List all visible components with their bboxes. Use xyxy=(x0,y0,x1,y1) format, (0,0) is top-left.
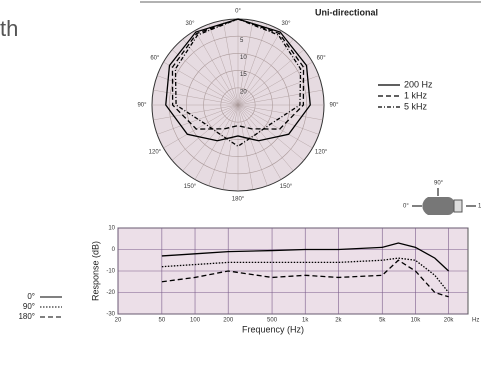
x-tick-label: 100 xyxy=(190,318,201,324)
mic-body xyxy=(422,197,454,215)
polar-curve xyxy=(174,18,302,148)
radial-line xyxy=(237,104,294,172)
ring-label: 5 xyxy=(240,38,244,44)
x-axis-label: Frequency (Hz) xyxy=(242,324,304,334)
rear-label: 1 xyxy=(478,204,481,210)
angle-label: 120° xyxy=(315,150,328,156)
legend-label: 180° xyxy=(18,312,35,321)
angle-label: 180° xyxy=(232,197,245,203)
heading-fragment: th xyxy=(0,16,18,41)
radial-line xyxy=(237,20,254,106)
radial-line xyxy=(237,104,323,121)
radial-line xyxy=(153,104,239,121)
x-tick-label: 10k xyxy=(411,318,422,324)
ring xyxy=(186,53,290,157)
radial-line xyxy=(171,104,239,161)
radial-line xyxy=(237,24,268,106)
mic-diagram: 0° 90° 1 xyxy=(403,181,481,215)
angle-label: 150° xyxy=(280,184,293,190)
radial-line xyxy=(208,24,239,106)
angle-label: 150° xyxy=(184,184,197,190)
radial-line xyxy=(237,104,282,180)
response-curve xyxy=(161,257,450,293)
x-tick-label: 500 xyxy=(267,318,278,324)
mic-tail xyxy=(453,199,463,213)
radial-line xyxy=(194,30,239,106)
radial-line xyxy=(182,38,239,106)
radial-line xyxy=(237,30,282,106)
angle-label: 120° xyxy=(149,150,162,156)
ring-label: 10 xyxy=(240,55,247,61)
radial-line xyxy=(182,104,239,172)
legend-label: 0° xyxy=(27,292,35,301)
angle-label: 0° xyxy=(235,9,241,15)
ring xyxy=(168,35,308,175)
angle-label: 90° xyxy=(137,103,147,109)
radial-line xyxy=(157,104,239,135)
radial-line xyxy=(237,49,305,106)
x-tick-label: 20 xyxy=(115,318,122,324)
ring-label: 20 xyxy=(240,89,247,95)
radial-line xyxy=(237,104,268,186)
legend-label: 90° xyxy=(23,302,35,311)
x-tick-label: 5k xyxy=(379,318,386,324)
radial-line xyxy=(208,104,239,186)
polar-title: Uni-directional xyxy=(315,7,378,17)
y-tick-label: 0 xyxy=(112,247,116,253)
legend-label: 200 Hz xyxy=(404,79,433,89)
radial-line xyxy=(237,75,319,106)
angle-label: 60° xyxy=(317,56,327,62)
radial-line xyxy=(157,75,239,106)
x-unit-label: Hz xyxy=(472,318,479,324)
legend-label: 5 kHz xyxy=(404,101,428,111)
side-label: 90° xyxy=(434,181,444,187)
ring-label: 15 xyxy=(240,72,247,78)
y-tick-label: -20 xyxy=(106,290,115,296)
radial-line xyxy=(163,104,239,149)
ring xyxy=(203,70,273,140)
angle-label: 30° xyxy=(185,21,195,27)
angle-label: 60° xyxy=(150,56,160,62)
radial-line xyxy=(194,104,239,180)
x-tick-label: 2k xyxy=(335,318,342,324)
radial-line xyxy=(222,20,239,106)
polar-curve xyxy=(165,18,311,142)
radial-line xyxy=(237,38,294,106)
polar-curve xyxy=(171,18,305,130)
angle-label: 90° xyxy=(329,103,339,109)
radial-line xyxy=(171,49,239,106)
y-tick-label: 10 xyxy=(108,226,115,232)
angle-label: 30° xyxy=(281,21,291,27)
y-tick-label: -10 xyxy=(106,269,115,275)
x-tick-label: 20k xyxy=(444,318,455,324)
y-tick-label: -30 xyxy=(106,312,115,318)
y-axis-label: Response (dB) xyxy=(90,241,100,301)
legend-label: 1 kHz xyxy=(404,90,428,100)
response-curve xyxy=(161,242,450,272)
radial-line xyxy=(163,61,239,106)
ring xyxy=(220,87,256,123)
response-curve xyxy=(161,259,449,298)
radial-line xyxy=(237,104,313,149)
x-tick-label: 200 xyxy=(223,318,234,324)
x-tick-label: 50 xyxy=(159,318,166,324)
radial-line xyxy=(237,104,254,190)
radial-line xyxy=(222,104,239,190)
x-tick-label: 1k xyxy=(302,318,309,324)
radial-line xyxy=(237,104,305,161)
front-label: 0° xyxy=(403,204,409,210)
